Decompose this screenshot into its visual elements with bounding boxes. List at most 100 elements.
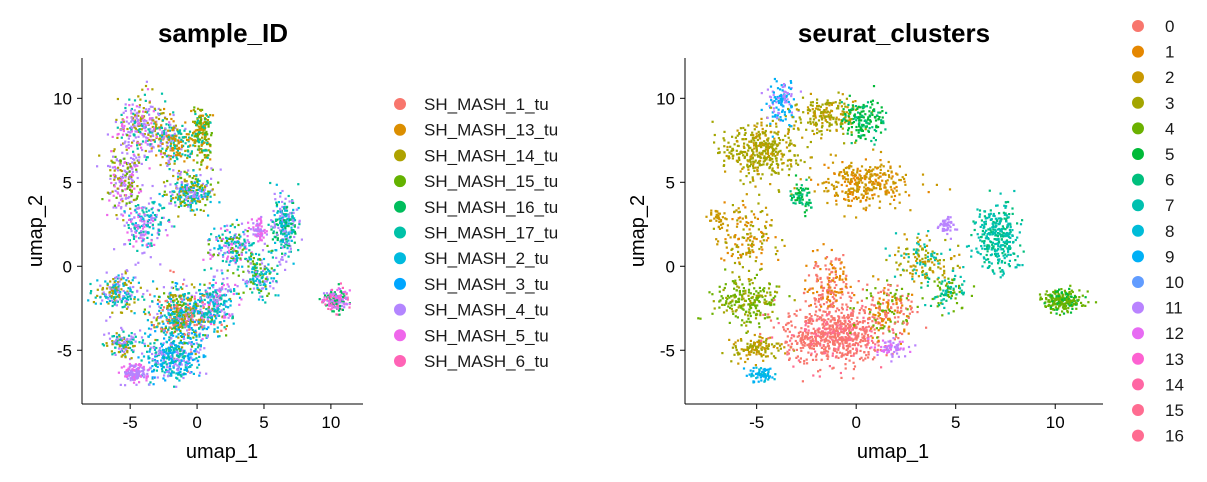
cell-point [199, 120, 202, 123]
cell-point [111, 290, 115, 293]
cell-point [209, 257, 212, 260]
cell-point [172, 310, 175, 314]
cell-point [211, 114, 215, 117]
cell-point [230, 248, 233, 251]
cell-point [743, 156, 746, 160]
cell-point [832, 101, 835, 104]
cell-point [750, 163, 753, 166]
cell-point [246, 239, 249, 242]
cell-point [271, 220, 274, 223]
cell-point [222, 277, 225, 281]
cell-point [834, 194, 837, 197]
cell-point [261, 249, 265, 252]
cell-point [158, 309, 161, 312]
cell-point [182, 314, 185, 317]
cell-point [149, 366, 152, 369]
cell-point [187, 205, 190, 208]
cell-point [183, 293, 186, 296]
cell-point [845, 184, 848, 187]
cell-point [775, 101, 778, 104]
cell-point [188, 302, 192, 305]
cell-point [135, 164, 138, 167]
cell-point [887, 160, 890, 164]
cell-point [159, 150, 162, 153]
cell-point [862, 207, 865, 210]
cell-point [179, 132, 183, 135]
cell-point [852, 168, 855, 172]
cell-point [204, 204, 207, 207]
cell-point [167, 309, 170, 312]
cell-point [865, 173, 868, 176]
cell-point [824, 111, 827, 114]
cell-point [216, 308, 219, 311]
cell-point [873, 182, 876, 185]
cell-point [859, 112, 862, 115]
cell-point [744, 138, 748, 141]
cell-point [776, 152, 779, 155]
cell-point [227, 250, 230, 253]
cell-point [137, 129, 140, 132]
cell-point [121, 151, 124, 154]
cell-point [161, 142, 164, 145]
cell-point [154, 217, 157, 220]
cell-point [128, 104, 131, 107]
cell-point [327, 302, 330, 306]
cell-point [285, 214, 288, 217]
cell-point [231, 255, 234, 258]
cell-point [168, 126, 171, 129]
cell-point [124, 291, 127, 294]
cell-point [185, 187, 189, 190]
cell-point [220, 309, 223, 312]
cell-point [132, 223, 135, 226]
cell-point [208, 287, 211, 290]
cell-point [114, 353, 117, 356]
cell-point [227, 316, 230, 319]
cell-point [180, 375, 183, 378]
cell-point [181, 320, 184, 323]
cell-point [336, 295, 339, 298]
cell-point [337, 287, 340, 290]
cell-point [257, 298, 261, 301]
cell-point [171, 319, 174, 322]
legend-label: SH_MASH_17_tu [424, 224, 558, 243]
cell-point [130, 349, 133, 352]
cell-point [159, 141, 162, 144]
cell-point [111, 311, 114, 314]
cell-point [843, 197, 846, 201]
cell-point [120, 206, 123, 209]
cell-point [118, 294, 121, 297]
cell-point [752, 151, 755, 154]
cell-point [175, 308, 179, 312]
cell-point [187, 312, 190, 315]
cell-point [325, 292, 329, 295]
cell-point [168, 368, 171, 371]
cell-point [153, 107, 156, 110]
cell-point [173, 316, 176, 319]
cell-point [789, 80, 792, 83]
cell-point [175, 350, 178, 353]
cell-point [783, 111, 786, 114]
cell-point [143, 344, 147, 348]
cell-point [124, 109, 127, 112]
cell-point [163, 356, 166, 359]
cell-point [289, 250, 292, 253]
cell-point [258, 230, 261, 233]
cell-point [793, 187, 796, 190]
cell-point [96, 279, 99, 282]
cell-point [884, 173, 887, 176]
cell-point [126, 290, 129, 293]
cell-point [763, 140, 766, 143]
cell-point [742, 166, 745, 169]
cell-point [848, 112, 851, 115]
cell-point [837, 91, 840, 94]
cell-point [328, 304, 332, 308]
cell-point [137, 216, 140, 219]
cell-point [285, 224, 288, 227]
cell-point [106, 344, 109, 347]
cell-point [860, 134, 863, 137]
cell-point [196, 183, 199, 186]
cell-point [190, 195, 193, 198]
cell-point [285, 213, 288, 216]
cell-point [873, 115, 876, 119]
legend-key [394, 123, 406, 136]
